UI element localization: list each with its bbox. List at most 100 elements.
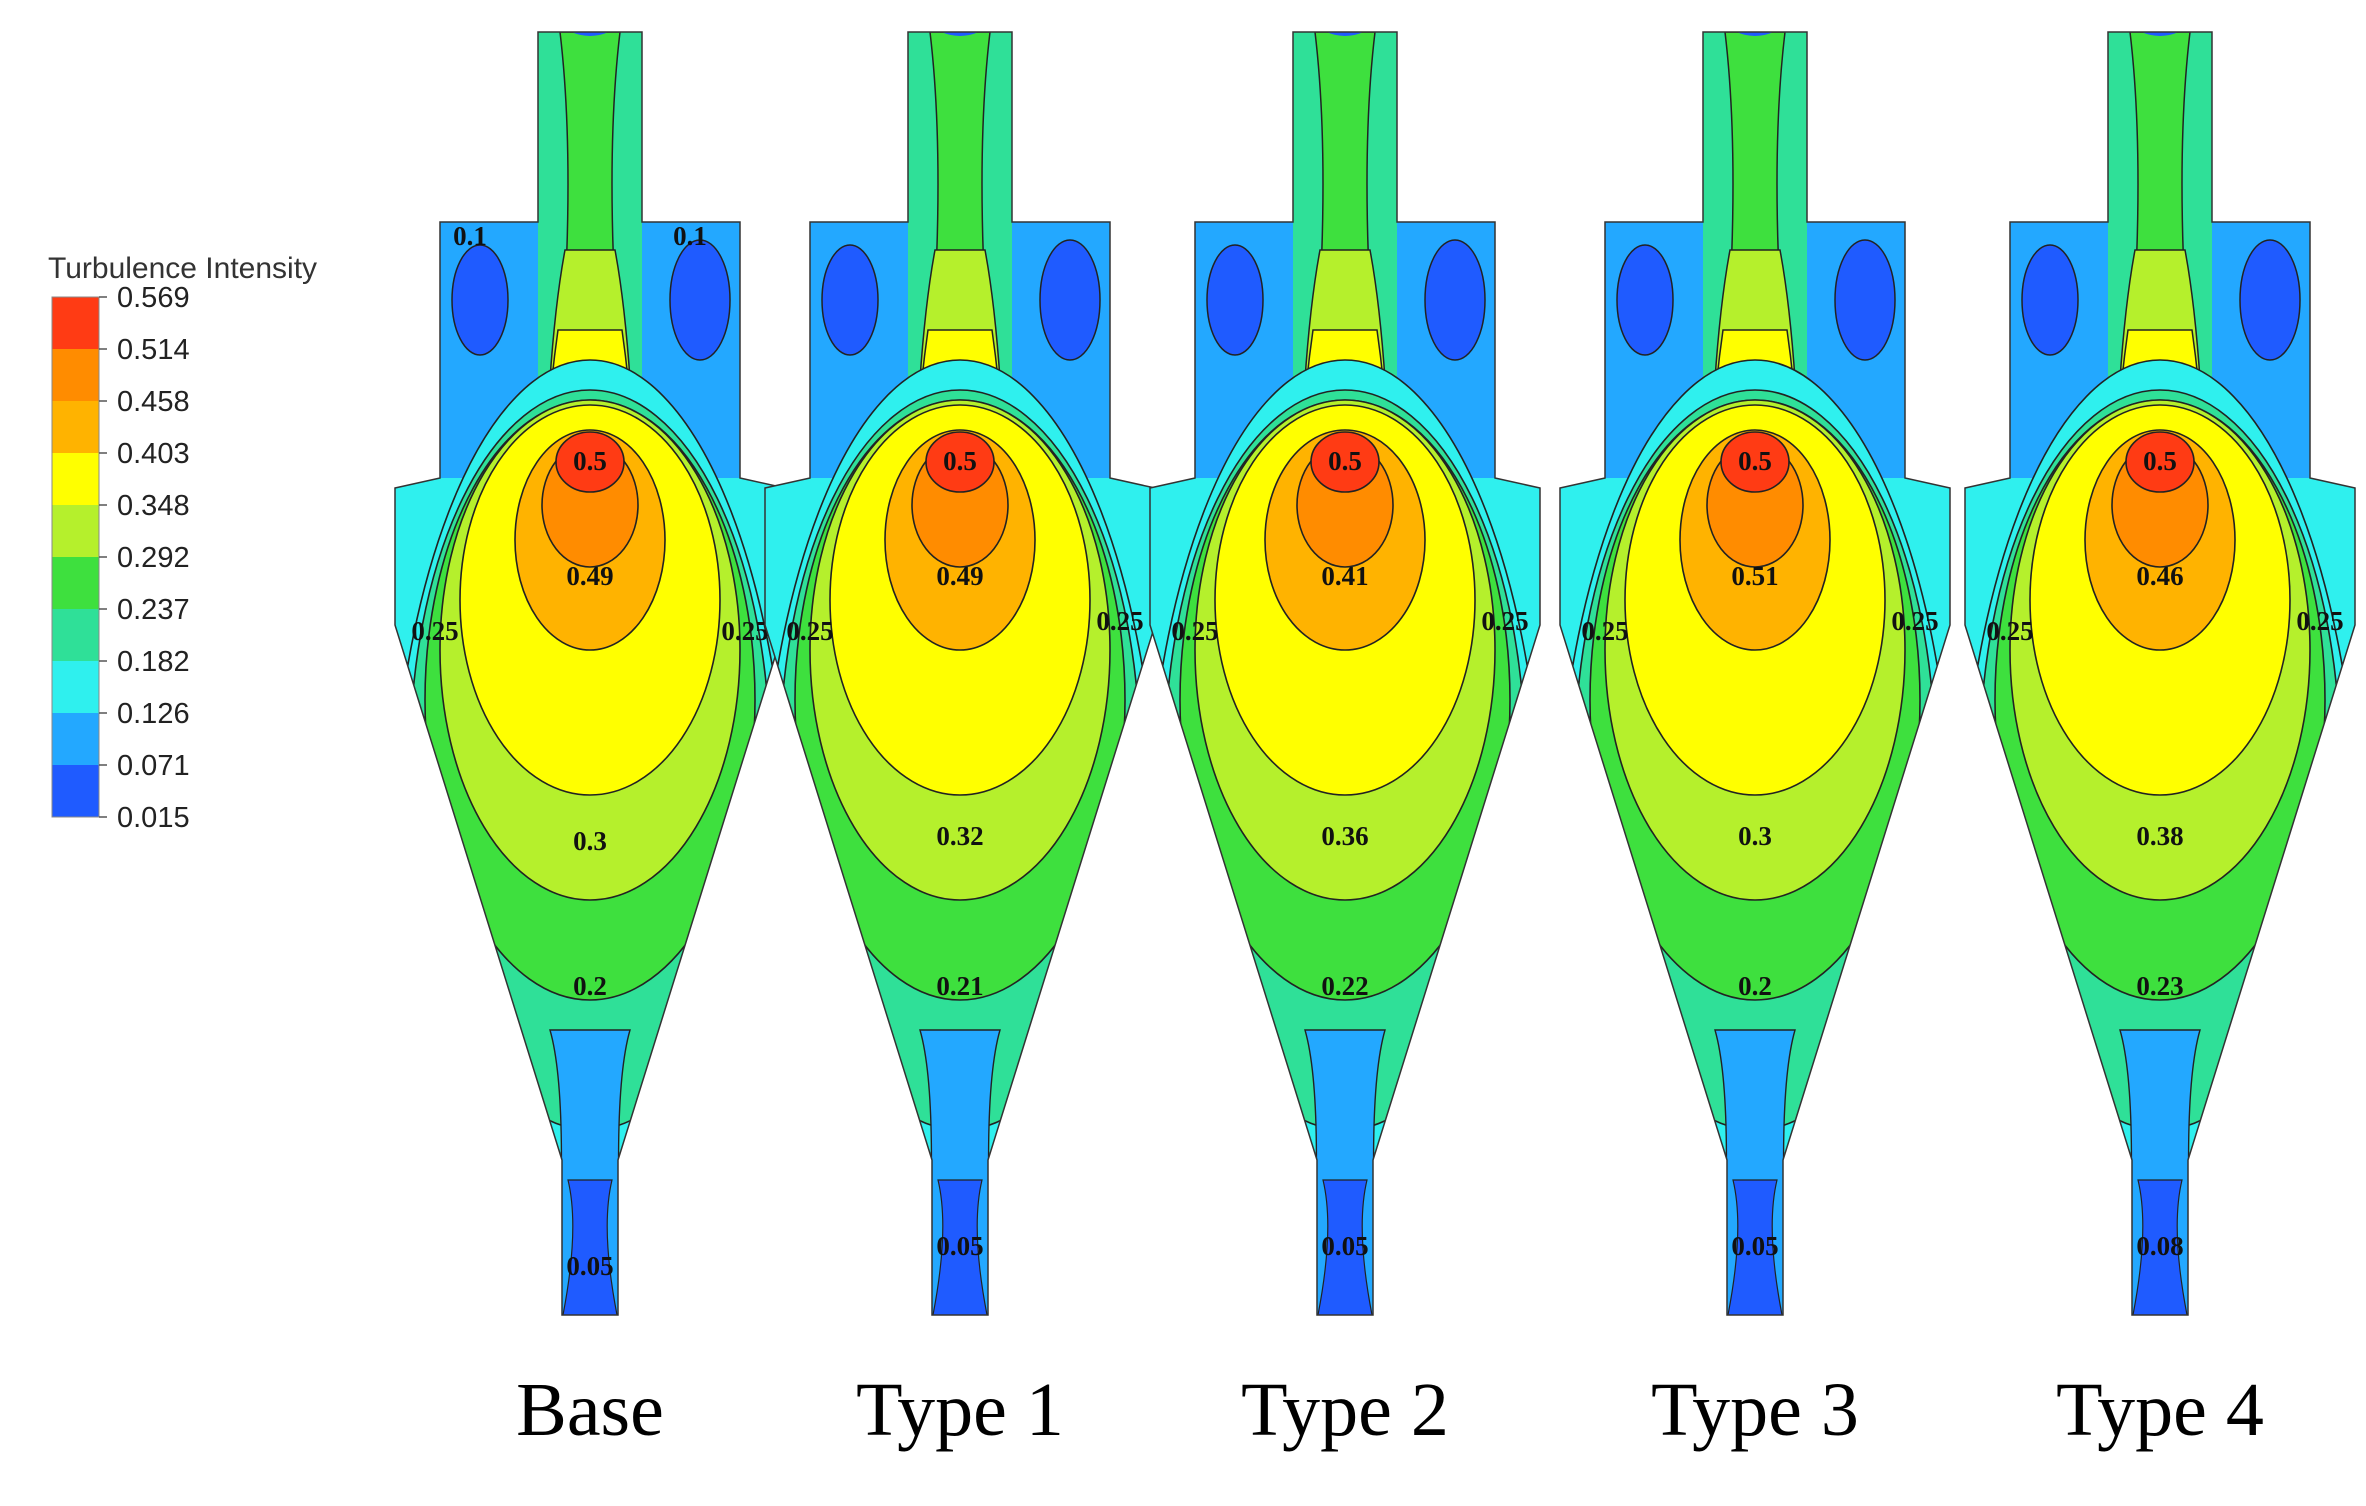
contour-band: [1304, 1029, 1386, 1315]
contour-label: 0.5: [573, 446, 607, 476]
legend-value: 0.071: [117, 750, 190, 782]
low-turbulence-patch: [2239, 239, 2301, 361]
contour-label: 0.3: [1738, 821, 1772, 851]
contour-band: [919, 1029, 1001, 1315]
contour-band: [1316, 1179, 1374, 1315]
cyclone-panel-type4: 0.5 0.46 0.25 0.25 0.38 0.23 0.08 Type 4: [1964, 31, 2356, 1452]
contour-label: 0.05: [1731, 1231, 1778, 1261]
cyclone-panels: 0.1 0.10.50.490.25 0.250.30.20.05Base0.50.…: [394, 31, 2356, 1452]
legend-value: 0.126: [117, 698, 190, 730]
contour-label: 0.25: [2296, 606, 2343, 636]
panel-caption: Type 4: [2056, 1368, 2264, 1452]
cyclone-panel-type2: 0.5 0.41 0.25 0.25 0.36 0.22 0.05 Type 2: [1149, 31, 1541, 1452]
contour-label: 0.25: [721, 616, 768, 646]
contour-band-peak: [1720, 431, 1790, 493]
low-turbulence-patch: [451, 244, 509, 356]
contour-band-peak: [1310, 431, 1380, 493]
legend-swatch: [52, 765, 99, 817]
cyclone-outline: [1964, 31, 2356, 1316]
panel-caption: Type 3: [1651, 1368, 1859, 1452]
contour-band-peak: [555, 431, 625, 493]
contour-field: [1965, 32, 2355, 1315]
legend-swatch: [52, 453, 99, 505]
contour-label: 0.46: [2136, 561, 2183, 591]
contour-band: [931, 1179, 989, 1315]
contour-label: 0.22: [1321, 971, 1368, 1001]
panel-caption: Base: [516, 1368, 664, 1452]
contour-field: [1150, 32, 1540, 1315]
contour-label: 0.51: [1731, 561, 1778, 591]
contour-label: 0.5: [1328, 446, 1362, 476]
contour-label: 0.25: [411, 616, 458, 646]
contour-label: 0.25: [786, 616, 833, 646]
cyclone-panel-type3: 0.5 0.51 0.25 0.25 0.3 0.2 0.05 Type 3: [1559, 31, 1951, 1452]
low-turbulence-patch: [821, 244, 879, 356]
contour-band: [2131, 1179, 2189, 1315]
cyclone-outline: [394, 31, 786, 1316]
cyclone-outline: [764, 31, 1156, 1316]
legend-swatch: [52, 609, 99, 661]
legend-swatch: [52, 557, 99, 609]
legend-value: 0.514: [117, 334, 190, 366]
cyclone-outline: [1149, 31, 1541, 1316]
contour-label: 0.49: [936, 561, 983, 591]
low-turbulence-patch: [669, 239, 731, 361]
contour-field: [765, 32, 1155, 1315]
legend-swatch: [52, 297, 99, 349]
contour-label: 0.2: [573, 971, 607, 1001]
contour-label: 0.25: [1096, 606, 1143, 636]
contour-band: [1726, 1179, 1784, 1315]
contour-label: 0.21: [936, 971, 983, 1001]
legend-value: 0.015: [117, 802, 190, 834]
legend-value: 0.182: [117, 646, 190, 678]
contour-label: 0.05: [936, 1231, 983, 1261]
panel-caption: Type 2: [1241, 1368, 1449, 1452]
legend-value: 0.237: [117, 594, 190, 626]
legend-value: 0.348: [117, 490, 190, 522]
contour-field: [1560, 32, 1950, 1315]
legend-swatch: [52, 713, 99, 765]
low-turbulence-patch: [1834, 239, 1896, 361]
contour-field: [395, 32, 785, 1315]
contour-label: 0.25: [1481, 606, 1528, 636]
legend-value: 0.458: [117, 386, 190, 418]
contour-band-peak: [2125, 431, 2195, 493]
contour-band: [2119, 1029, 2201, 1315]
contour-label: 0.1: [673, 221, 707, 251]
contour-band-peak: [925, 431, 995, 493]
contour-label: 0.23: [2136, 971, 2183, 1001]
contour-label: 0.08: [2136, 1231, 2183, 1261]
contour-band: [561, 1179, 619, 1315]
panel-caption: Type 1: [856, 1368, 1064, 1452]
contour-label: 0.5: [2143, 446, 2177, 476]
low-turbulence-patch: [1424, 239, 1486, 361]
contour-label: 0.36: [1321, 821, 1368, 851]
legend-value: 0.569: [117, 282, 190, 314]
contour-label: 0.32: [936, 821, 983, 851]
contour-band: [1714, 1029, 1796, 1315]
contour-label: 0.5: [1738, 446, 1772, 476]
contour-label: 0.05: [1321, 1231, 1368, 1261]
cyclone-panel-type1: 0.5 0.49 0.25 0.25 0.32 0.21 0.05 Type 1: [764, 31, 1156, 1452]
contour-label: 0.25: [1171, 616, 1218, 646]
contour-label: 0.25: [1891, 606, 1938, 636]
low-turbulence-patch: [1616, 244, 1674, 356]
low-turbulence-patch: [2021, 244, 2079, 356]
legend-swatch: [52, 349, 99, 401]
cyclone-panel-base: 0.1 0.1 0.5 0.49 0.25 0.25 0.3 0.2 0.05 Base: [394, 31, 786, 1452]
contour-band: [549, 1029, 631, 1315]
contour-label: 0.1: [453, 221, 487, 251]
contour-label: 0.38: [2136, 821, 2183, 851]
contour-label: 0.49: [566, 561, 613, 591]
contour-label: 0.41: [1321, 561, 1368, 591]
legend-title: Turbulence Intensity: [48, 252, 317, 285]
legend-swatch: [52, 401, 99, 453]
contour-label: 0.5: [943, 446, 977, 476]
contour-label: 0.25: [1986, 616, 2033, 646]
low-turbulence-patch: [1206, 244, 1264, 356]
contour-label: 0.25: [1581, 616, 1628, 646]
contour-label: 0.3: [573, 826, 607, 856]
cyclone-outline: [1559, 31, 1951, 1316]
